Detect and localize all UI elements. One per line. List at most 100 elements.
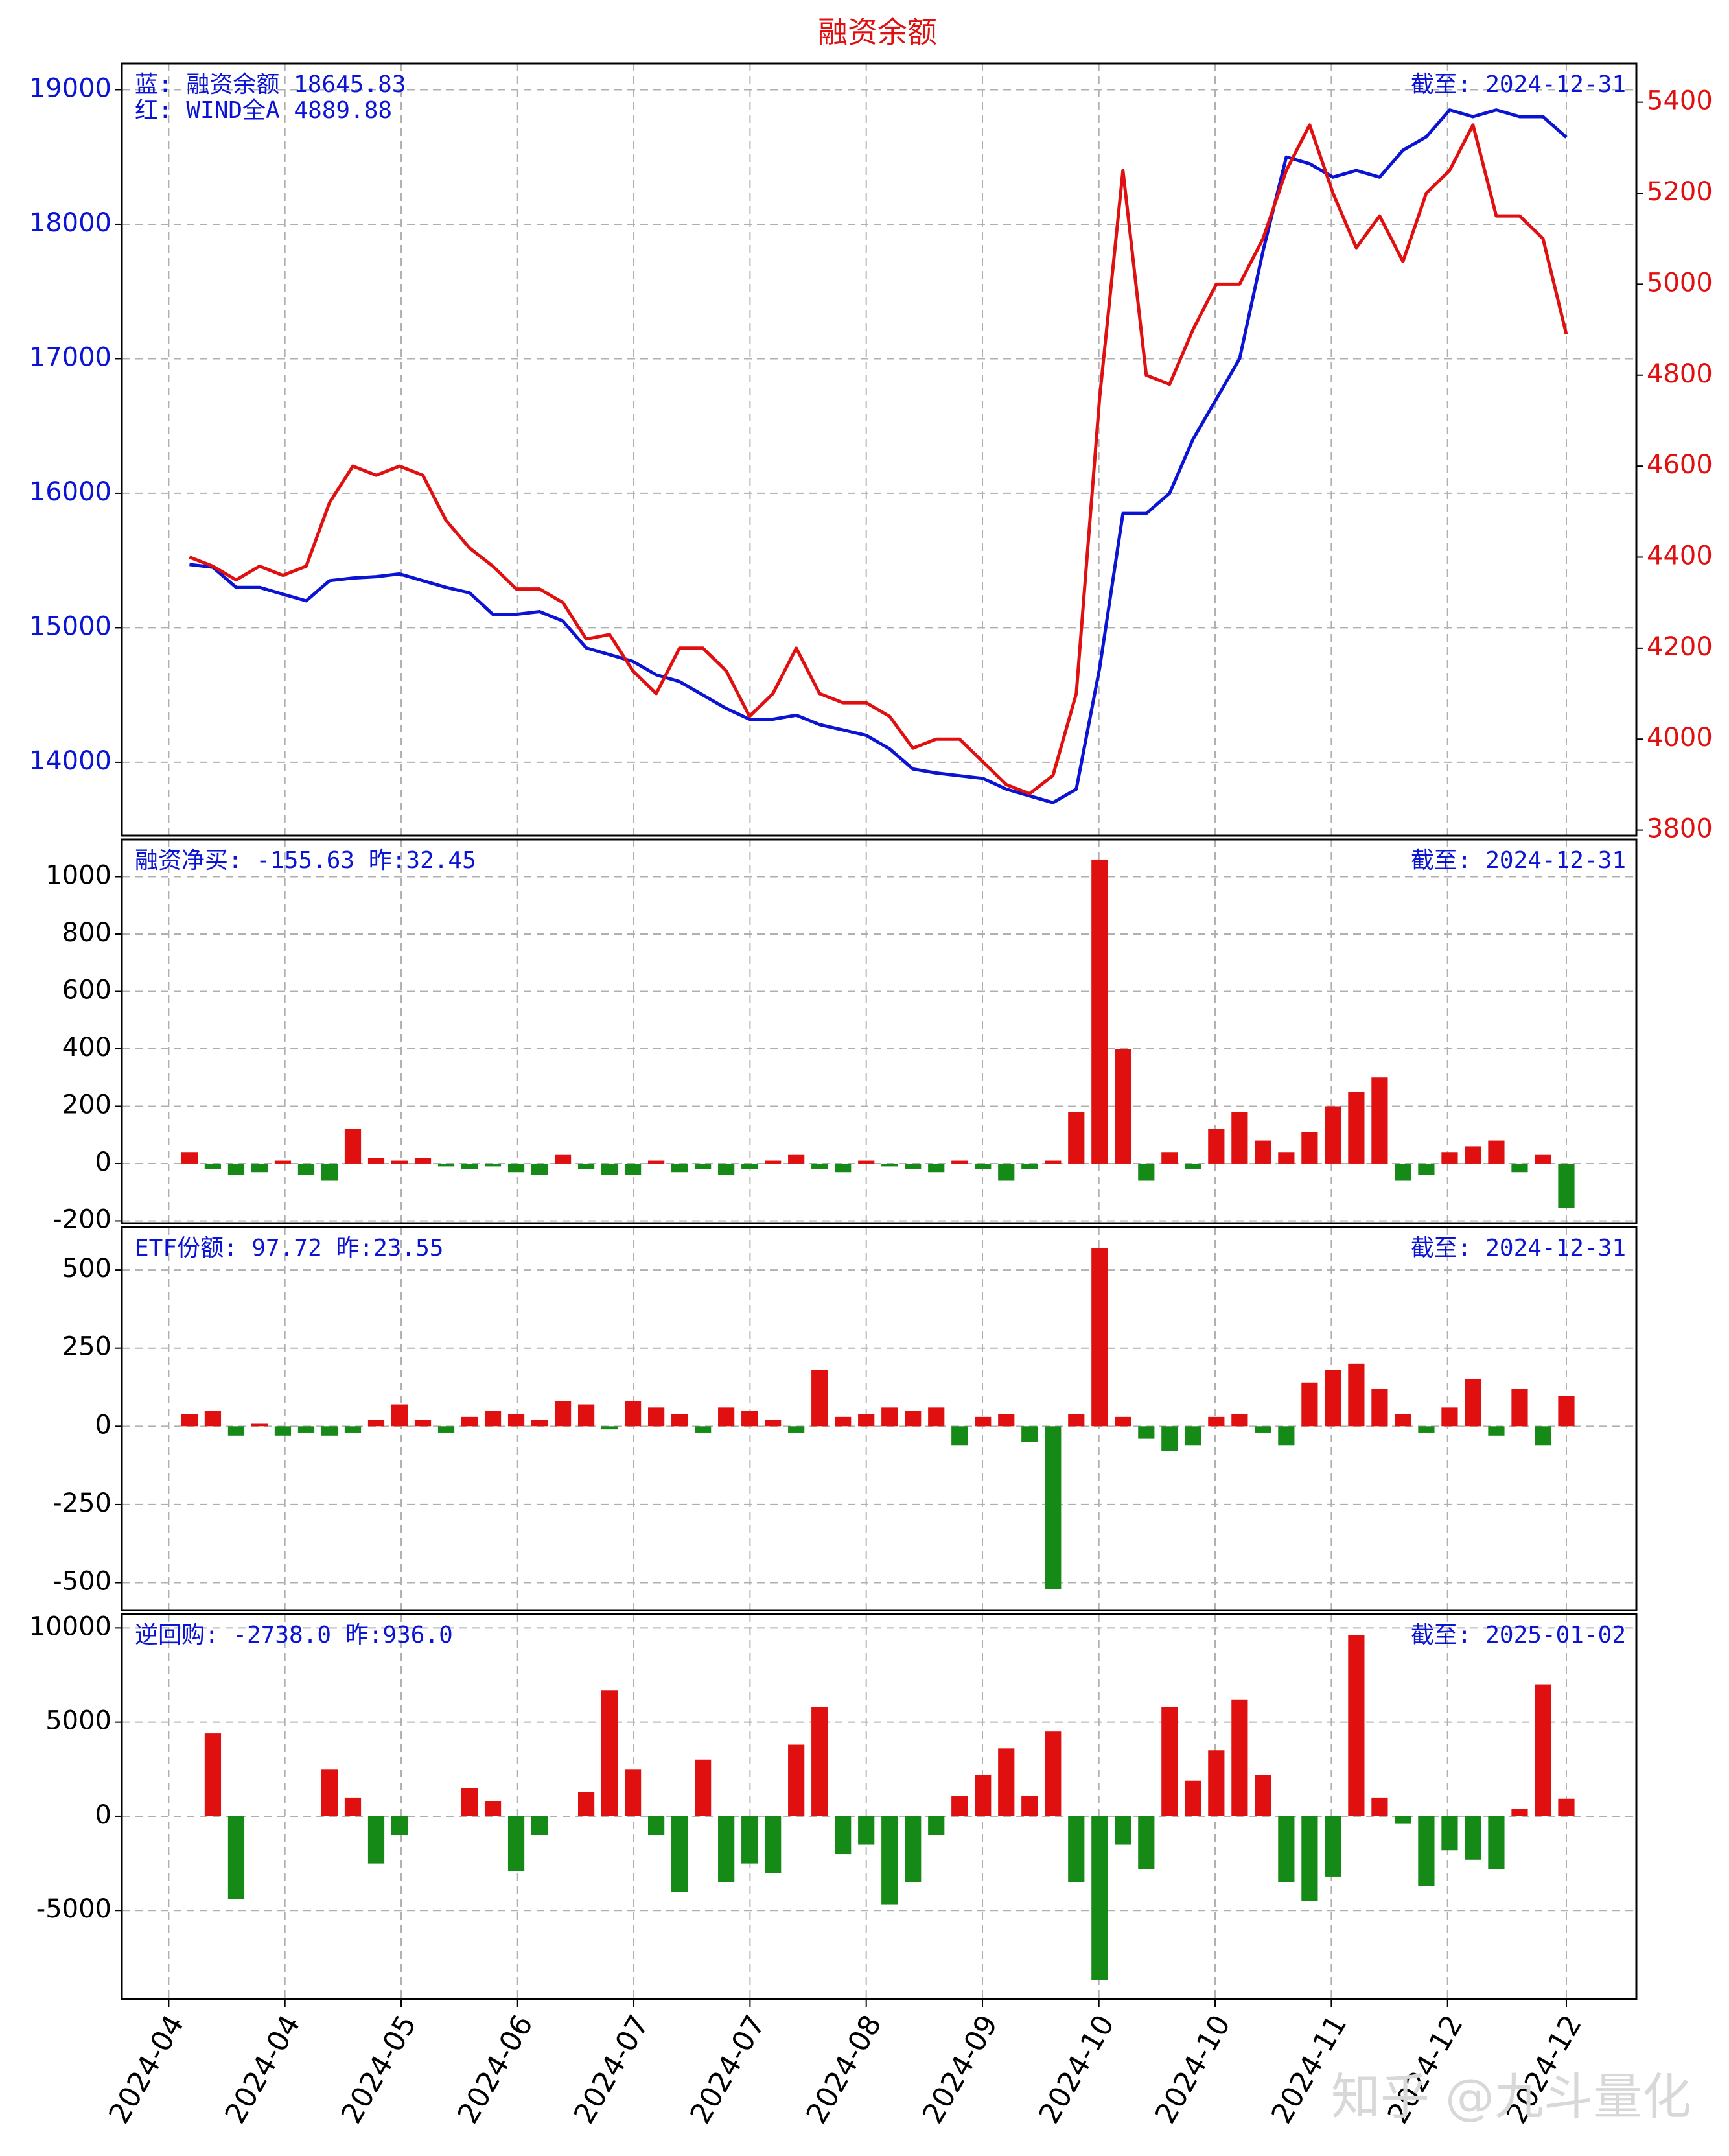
bar <box>835 1416 852 1427</box>
bar <box>975 1775 992 1816</box>
y-tick-label: 800 <box>62 918 111 948</box>
bar <box>274 1426 292 1436</box>
bar <box>788 1426 805 1433</box>
bar <box>905 1816 922 1882</box>
bar <box>1325 1370 1341 1427</box>
line-series <box>189 108 1568 804</box>
bar <box>437 1426 455 1433</box>
y-tick-label: 16000 <box>29 477 111 507</box>
y-tick-label: 19000 <box>29 73 111 103</box>
bar <box>1441 1407 1458 1427</box>
bar <box>367 1420 385 1427</box>
bar <box>881 1163 898 1167</box>
bar <box>1511 1163 1528 1173</box>
y2-tick-label: 4400 <box>1647 541 1713 570</box>
bar <box>1441 1152 1458 1164</box>
bar <box>811 1370 828 1427</box>
bar <box>788 1154 805 1164</box>
x-tick-label: 2024-10 <box>1149 2010 1237 2129</box>
panel-label: 融资净买: -155.63 昨:32.45 <box>135 847 476 874</box>
bar <box>1045 1731 1062 1816</box>
y-tick-label: 250 <box>62 1332 111 1362</box>
bar <box>1511 1389 1528 1427</box>
y-tick-label: 14000 <box>29 746 111 776</box>
bar <box>765 1420 782 1427</box>
bar <box>507 1414 525 1427</box>
panel-frame <box>121 1613 1638 2000</box>
bar <box>554 1401 572 1427</box>
bar <box>695 1759 712 1816</box>
bar <box>1231 1112 1248 1164</box>
bar <box>1348 1363 1365 1427</box>
bar <box>1558 1798 1575 1816</box>
bar <box>695 1426 712 1433</box>
bar <box>858 1816 875 1845</box>
bar <box>928 1407 945 1427</box>
bar <box>1558 1163 1575 1208</box>
bar <box>1488 1816 1505 1869</box>
bar <box>718 1816 735 1882</box>
bar <box>461 1788 478 1816</box>
bar <box>1278 1152 1295 1164</box>
bar <box>391 1816 408 1836</box>
chart-title: 融资余额 <box>818 15 937 50</box>
bar <box>414 1158 432 1164</box>
panel-label: ETF份额: 97.72 昨:23.55 <box>135 1235 443 1261</box>
bar <box>718 1163 735 1175</box>
bar <box>1488 1140 1505 1164</box>
bar <box>1418 1163 1435 1175</box>
bar <box>1138 1426 1155 1439</box>
bar <box>1558 1396 1575 1427</box>
bar <box>1185 1163 1201 1169</box>
y2-tick-label: 4600 <box>1647 450 1713 480</box>
bar <box>1161 1707 1178 1816</box>
bar <box>1278 1426 1295 1446</box>
bar <box>741 1411 758 1427</box>
y-tick-label: 17000 <box>29 342 111 372</box>
bar <box>1091 859 1108 1164</box>
x-tick-label: 2024-07 <box>684 2010 772 2129</box>
bar <box>181 1152 198 1164</box>
bar <box>1511 1809 1528 1816</box>
bar <box>1091 1248 1108 1427</box>
bar <box>1535 1154 1551 1164</box>
bar <box>321 1769 338 1816</box>
bar <box>1488 1426 1505 1436</box>
y-tick-label: 400 <box>62 1033 111 1062</box>
bar <box>1301 1382 1318 1427</box>
bar <box>1161 1152 1178 1164</box>
bar <box>1465 1379 1481 1427</box>
date-label: 截至: 2024-12-31 <box>1411 71 1626 98</box>
bar <box>1021 1426 1038 1442</box>
bar <box>391 1160 408 1164</box>
bar <box>624 1769 642 1816</box>
bar <box>718 1407 735 1427</box>
y-tick-label: 10000 <box>29 1611 111 1641</box>
bar <box>577 1792 595 1816</box>
line-series <box>189 123 1568 795</box>
bar <box>367 1816 385 1864</box>
bar <box>1395 1163 1411 1181</box>
bar <box>858 1160 875 1164</box>
bar <box>741 1816 758 1864</box>
bar <box>507 1816 525 1871</box>
bar <box>998 1414 1015 1427</box>
bar <box>297 1163 315 1175</box>
y-tick-label: 0 <box>95 1410 111 1440</box>
bar <box>227 1426 245 1436</box>
y-tick-label: -5000 <box>36 1894 111 1924</box>
bar <box>741 1163 758 1169</box>
bar <box>928 1816 945 1836</box>
bar <box>648 1160 665 1164</box>
bar <box>251 1163 268 1173</box>
bar <box>507 1163 525 1173</box>
bar <box>1115 1416 1131 1427</box>
bar <box>577 1404 595 1427</box>
x-tick-label: 2024-05 <box>335 2010 423 2129</box>
bar <box>227 1816 245 1899</box>
bar <box>928 1163 945 1173</box>
bar <box>1325 1106 1341 1164</box>
bar <box>321 1426 338 1436</box>
bar <box>1301 1132 1318 1164</box>
bar <box>881 1407 898 1427</box>
